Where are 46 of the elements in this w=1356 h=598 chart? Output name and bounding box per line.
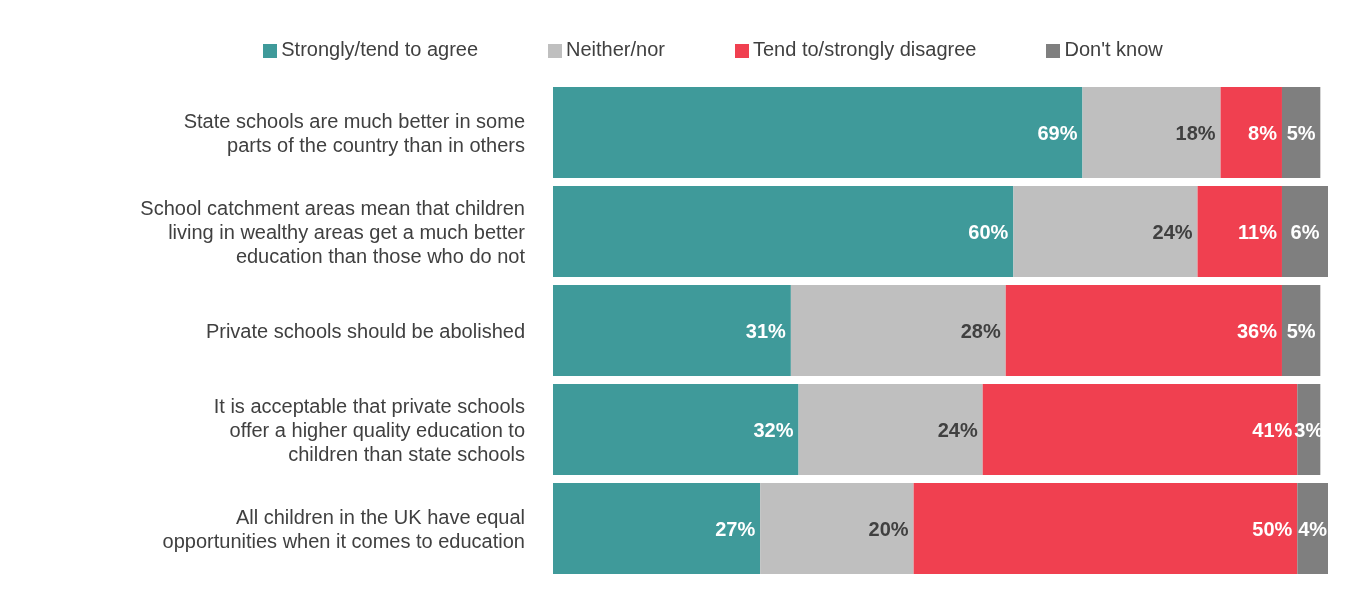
bar (1281, 185, 1328, 277)
bar (1220, 86, 1282, 178)
data-label: 36% (1236, 319, 1278, 342)
data-label: 18% (1175, 121, 1216, 144)
legend-label: Strongly/tend to agree (281, 38, 479, 60)
data-label: 8% (1248, 121, 1278, 144)
bar (553, 86, 1083, 178)
bar (1005, 284, 1282, 376)
bar (1297, 482, 1328, 574)
bar (913, 482, 1298, 574)
data-label: 50% (1252, 517, 1293, 540)
data-label: 11% (1238, 220, 1278, 243)
data-label: 27% (715, 517, 756, 540)
data-label: 24% (937, 418, 978, 441)
y-tick-label: It is acceptable that private schools offer a higher quality education to children than state schools (213, 394, 525, 465)
y-tick-label: All children in the UK have equal opportunities when it comes to education (162, 505, 525, 552)
data-label: 5% (1286, 121, 1316, 144)
data-label: 60% (968, 220, 1009, 243)
bar (1281, 86, 1321, 178)
data-label: 69% (1037, 121, 1078, 144)
bar (798, 383, 983, 475)
legend-label: Neither/nor (566, 38, 665, 60)
legend-label: Don't know (1064, 38, 1163, 60)
y-tick-label: School catchment areas mean that children living in wealthy areas get a much better education than those who do not (140, 196, 526, 267)
data-label: 41% (1252, 418, 1293, 441)
data-label: 28% (960, 319, 1001, 342)
bar (553, 383, 799, 475)
bar (1082, 86, 1221, 178)
bar (553, 482, 761, 574)
y-tick-label: Private schools should be abolished (205, 319, 525, 342)
bar (760, 482, 914, 574)
bar (1013, 185, 1198, 277)
data-label: 5% (1286, 319, 1316, 342)
bar (1281, 284, 1321, 376)
data-label: 31% (745, 319, 787, 342)
bar (553, 185, 1014, 277)
bar (553, 284, 791, 376)
data-label: 32% (753, 418, 794, 441)
data-label: 24% (1152, 220, 1193, 243)
bar (790, 284, 1006, 376)
data-label: 4% (1298, 517, 1328, 540)
bar (1197, 185, 1282, 277)
legend-label: Tend to/strongly disagree (752, 38, 977, 60)
y-tick-label: State schools are much better in some parts of the country than in others (183, 109, 525, 156)
data-label: 20% (868, 517, 909, 540)
data-label: 6% (1290, 220, 1320, 243)
